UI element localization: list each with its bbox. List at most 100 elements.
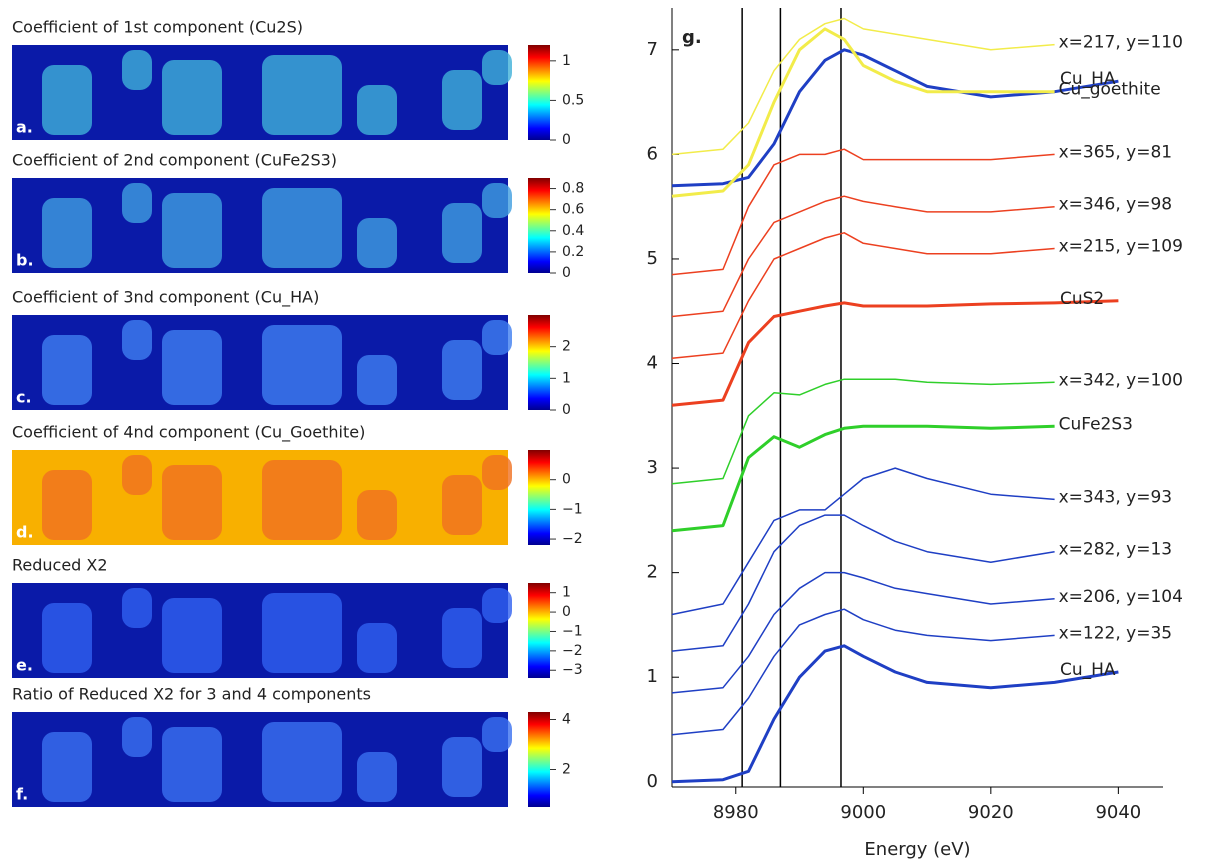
map [12,315,508,410]
colorbar [528,583,550,678]
y-tick-label: 3 [647,457,658,478]
y-tick-label: 2 [647,562,658,583]
colorbar-tick-label: −2 [562,643,583,659]
map-region [357,490,397,540]
map-region [122,50,152,90]
map [12,712,508,807]
map-region [122,455,152,495]
spectrum [671,17,1055,156]
spectrum [671,299,1119,407]
colorbar-tick-label: −3 [562,662,583,678]
series-label: x=122, y=35 [1059,623,1173,643]
line-chart: 0 1 2 3 4 5 6 7 8980 9000 9020 9040 Energy (eV) g. x=2… [647,8,1183,860]
map-region [442,70,482,130]
map-region [262,722,342,802]
colorbar-tick-label: 0 [562,402,571,418]
colorbar-tick-label: 1 [562,53,571,69]
colorbar-tick-label: −1 [562,623,583,639]
colorbar-tick-label: −2 [562,531,583,547]
colorbar-tick-label: 0.2 [562,244,584,260]
map-region [42,65,92,135]
map [12,45,508,140]
colorbar-tick-label: 1 [562,370,571,386]
map-region [442,340,482,400]
x-tick-label: 9040 [1095,802,1141,823]
colorbar [528,450,550,545]
colorbar-tick-label: 0.6 [562,202,584,218]
map-region [162,727,222,802]
map [12,450,508,545]
panel-label: e. [16,656,33,675]
panel-title: Coefficient of 1st component (Cu2S) [12,18,303,37]
map-region [122,588,152,628]
map [12,583,508,678]
spectrum [671,467,1055,616]
spectrum [671,148,1055,276]
colorbar-tick-label: 1 [562,585,571,601]
map-region [357,752,397,802]
colorbar-tick-label: 0 [562,472,571,488]
spectrum [671,644,1119,784]
series-label: x=217, y=110 [1059,33,1183,53]
panel-title: Coefficient of 4nd component (Cu_Goethit… [12,423,365,443]
colorbar-tick-label: 0 [562,265,571,281]
series-label: Cu_HA [1060,660,1116,680]
panel-title: Coefficient of 2nd component (CuFe2S3) [12,151,337,170]
panel-label: c. [16,388,32,407]
map-region [42,603,92,673]
map-region [357,623,397,673]
series-label: Cu_goethite [1059,80,1161,100]
map-region [162,465,222,540]
spectrum [671,48,1119,188]
map-region [262,460,342,540]
map-region [262,325,342,405]
map-region [482,183,512,218]
colorbar-tick-label: 4 [562,712,571,728]
panel-title: Ratio of Reduced X2 for 3 and 4 componen… [12,685,371,704]
map-region [482,717,512,752]
x-tick-label: 8980 [713,802,759,823]
spectrum [671,27,1055,198]
series-label: Cu_HA [1060,69,1116,89]
colorbar [528,315,550,410]
map-region [122,717,152,757]
series-label: CuFe2S3 [1059,414,1133,434]
colorbar [528,712,550,807]
x-tick-label: 9000 [840,802,886,823]
map-region [162,193,222,268]
panel-label: f. [16,785,28,804]
panel-label: a. [16,118,33,137]
map-region [42,732,92,802]
colorbar-tick-label: −1 [562,501,583,517]
series-label: x=215, y=109 [1059,236,1183,256]
map-region [42,198,92,268]
map-region [482,50,512,85]
colorbar-tick-label: 0.4 [562,223,584,239]
series-label: x=346, y=98 [1059,195,1173,215]
map-region [262,188,342,268]
spectrum [671,232,1055,360]
panel-title: Coefficient of 3nd component (Cu_HA) [12,288,319,308]
spectrum [671,424,1055,533]
spectrum [671,195,1055,318]
colorbar [528,45,550,140]
y-tick-label: 5 [647,248,658,269]
panel-label: d. [16,523,34,542]
series-label: x=282, y=13 [1059,540,1173,560]
map [12,178,508,273]
series-label: x=206, y=104 [1059,587,1183,607]
colorbar-tick-label: 2 [562,339,571,355]
y-tick-label: 6 [647,143,658,164]
series-label: CuS2 [1060,289,1104,309]
spectrum [671,608,1055,736]
map-region [262,55,342,135]
map-region [442,608,482,668]
y-tick-label: 4 [647,353,658,374]
map-region [357,85,397,135]
y-tick-label: 1 [647,666,658,687]
map-region [122,320,152,360]
map-region [357,218,397,268]
map-region [162,330,222,405]
colorbar-tick-label: 0 [562,132,571,148]
